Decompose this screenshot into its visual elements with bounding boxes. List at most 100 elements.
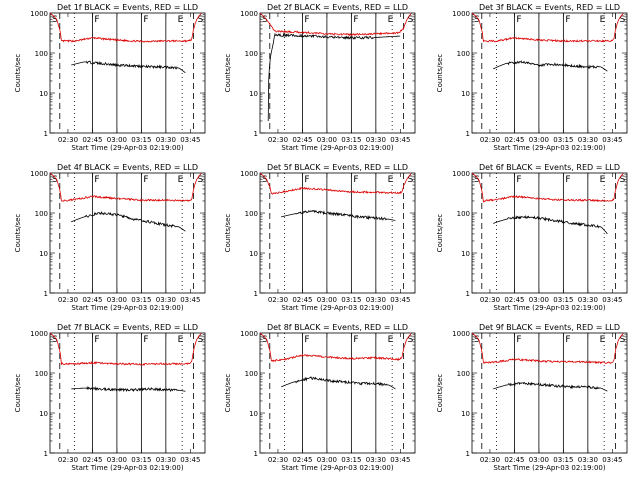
event-marker-label: F [353, 15, 358, 25]
x-tick-label: 03:45 [390, 296, 410, 304]
event-marker-label: E [388, 175, 394, 185]
x-tick-label: 02:45 [504, 456, 524, 464]
panel-4: Det 4f BLACK = Events, RED = LLD 1 10 100 10… [14, 163, 206, 312]
y-tick-label: 1000 [30, 330, 48, 338]
event-marker-label: E [388, 15, 394, 25]
event-marker-label: F [304, 175, 309, 185]
x-tick-label: 02:45 [504, 136, 524, 144]
plot-frame [49, 172, 206, 294]
y-tick-label: 10 [249, 90, 258, 98]
y-tick-label: 1000 [30, 10, 48, 18]
event-marker-label: S [407, 335, 413, 345]
event-marker-label: F [143, 175, 148, 185]
x-tick-label: 03:00 [317, 136, 337, 144]
y-axis-label: Counts/sec [224, 374, 232, 413]
event-marker-label: E [178, 175, 184, 185]
x-axis-label: Start Time (29-Apr-03 02:19:00) [281, 144, 393, 152]
x-tick-label: 03:15 [131, 136, 151, 144]
panel-2: Det 2f BLACK = Events, RED = LLD 1 10 100 10… [224, 3, 416, 152]
x-tick-label: 03:30 [156, 136, 176, 144]
series-black-line [281, 209, 396, 221]
event-marker-label: F [565, 335, 570, 345]
panel-title: Det 1f BLACK = Events, RED = LLD [57, 3, 198, 12]
y-tick-label: 100 [245, 210, 258, 218]
panel-title: Det 3f BLACK = Events, RED = LLD [479, 3, 620, 12]
series-red-line [49, 12, 202, 43]
event-marker-label: S [262, 175, 268, 185]
y-tick-label: 1 [466, 450, 470, 458]
x-tick-label: 02:30 [268, 136, 288, 144]
panel-8: Det 8f BLACK = Events, RED = LLD 1 10 100 10… [224, 323, 416, 472]
y-tick-label: 10 [39, 250, 48, 258]
x-axis-label: Start Time (29-Apr-03 02:19:00) [71, 144, 183, 152]
y-tick-label: 100 [35, 370, 48, 378]
y-tick-label: 1 [44, 130, 48, 138]
event-marker-label: F [516, 15, 521, 25]
plot-frame [471, 172, 628, 294]
x-tick-label: 03:45 [180, 136, 200, 144]
x-tick-label: 03:00 [317, 296, 337, 304]
x-tick-label: 02:45 [292, 456, 312, 464]
event-marker-label: S [197, 175, 203, 185]
x-tick-label: 02:30 [480, 296, 500, 304]
x-tick-label: 03:15 [553, 136, 573, 144]
event-marker-label: E [600, 15, 606, 25]
event-marker-label: F [516, 175, 521, 185]
y-tick-label: 100 [245, 50, 258, 58]
x-axis-label: Start Time (29-Apr-03 02:19:00) [493, 464, 605, 472]
event-marker-label: E [178, 335, 184, 345]
x-tick-label: 03:00 [107, 456, 127, 464]
x-tick-label: 02:45 [82, 296, 102, 304]
event-marker-label: S [407, 175, 413, 185]
event-marker-label: S [262, 15, 268, 25]
event-marker-label: F [94, 335, 99, 345]
x-tick-label: 02:30 [480, 456, 500, 464]
y-tick-label: 1000 [452, 330, 470, 338]
plot-frame [49, 12, 206, 134]
x-tick-label: 03:30 [366, 296, 386, 304]
x-tick-label: 03:45 [180, 296, 200, 304]
panel-7: Det 7f BLACK = Events, RED = LLD 1 10 100 10… [14, 323, 206, 472]
series-red-line [471, 332, 624, 365]
panel-9: Det 9f BLACK = Events, RED = LLD 1 10 100 10… [436, 323, 628, 472]
event-marker-label: S [197, 15, 203, 25]
event-marker-label: F [565, 15, 570, 25]
y-axis-label: Counts/sec [436, 214, 444, 253]
x-tick-label: 02:30 [480, 136, 500, 144]
x-tick-label: 03:30 [156, 296, 176, 304]
x-tick-label: 02:45 [292, 296, 312, 304]
y-axis-label: Counts/sec [14, 374, 22, 413]
x-tick-label: 03:30 [578, 136, 598, 144]
event-marker-label: F [353, 335, 358, 345]
event-marker-label: S [619, 15, 625, 25]
series-black-line [71, 211, 186, 232]
y-axis-label: Counts/sec [224, 54, 232, 93]
y-axis-label: Counts/sec [436, 54, 444, 93]
x-tick-label: 03:15 [341, 136, 361, 144]
x-tick-label: 03:45 [390, 136, 410, 144]
y-tick-label: 1000 [240, 330, 258, 338]
x-axis-label: Start Time (29-Apr-03 02:19:00) [281, 304, 393, 312]
x-tick-label: 03:15 [341, 296, 361, 304]
x-axis-label: Start Time (29-Apr-03 02:19:00) [493, 304, 605, 312]
panel-title: Det 6f BLACK = Events, RED = LLD [479, 163, 620, 172]
event-marker-label: F [516, 335, 521, 345]
x-tick-label: 03:30 [156, 456, 176, 464]
y-tick-label: 1 [254, 290, 258, 298]
event-marker-label: F [94, 175, 99, 185]
x-tick-label: 02:30 [58, 136, 78, 144]
panel-title: Det 9f BLACK = Events, RED = LLD [479, 323, 620, 332]
y-tick-label: 1000 [240, 170, 258, 178]
x-tick-label: 03:00 [107, 296, 127, 304]
x-tick-label: 03:15 [131, 296, 151, 304]
panel-title: Det 7f BLACK = Events, RED = LLD [57, 323, 198, 332]
x-axis-label: Start Time (29-Apr-03 02:19:00) [493, 144, 605, 152]
x-tick-label: 03:00 [529, 296, 549, 304]
x-tick-label: 03:15 [341, 456, 361, 464]
x-tick-label: 03:00 [529, 136, 549, 144]
x-tick-label: 02:45 [82, 456, 102, 464]
series-red-line [49, 172, 202, 202]
event-marker-label: F [143, 335, 148, 345]
y-tick-label: 100 [35, 50, 48, 58]
